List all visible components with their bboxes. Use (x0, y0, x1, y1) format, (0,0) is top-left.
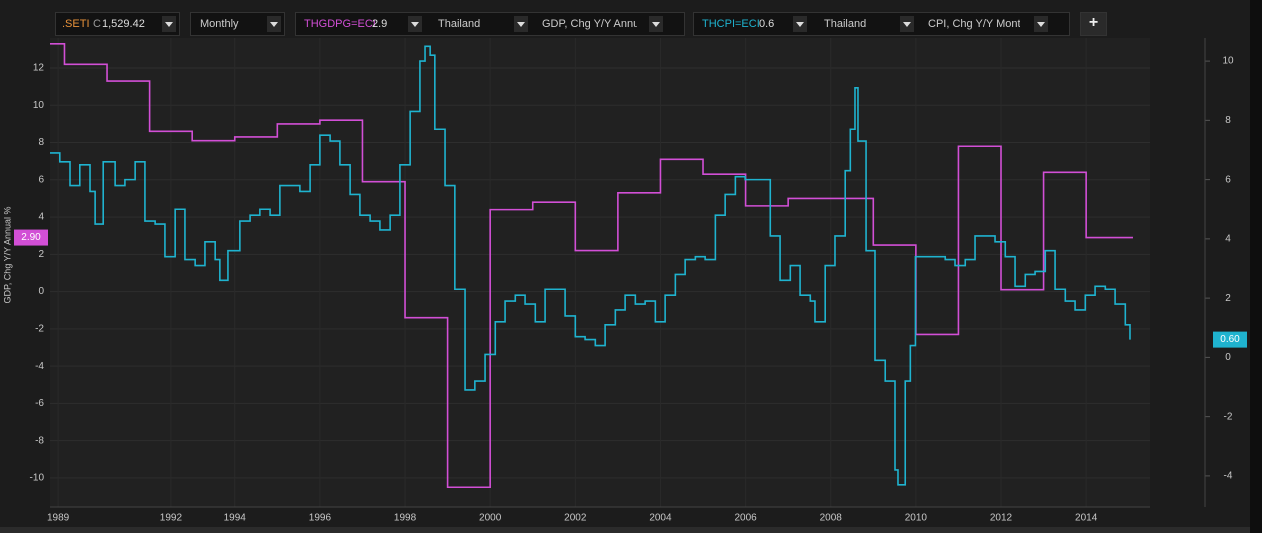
y2-tick-label: 4 (1225, 234, 1231, 245)
dropdown[interactable] (649, 16, 663, 32)
series2-value: 0.6 (759, 18, 775, 30)
x-tick-label: 1989 (47, 513, 70, 524)
last-value-label: 0.60 (1220, 334, 1240, 345)
plot-area (50, 38, 1150, 507)
y2-tick-label: 0 (1225, 352, 1231, 363)
dropdown[interactable] (1034, 16, 1048, 32)
x-tick-label: 2010 (905, 513, 928, 524)
x-tick-label: 2004 (649, 513, 672, 524)
last-value-label: 2.90 (21, 232, 41, 243)
y-tick-label: -6 (35, 398, 44, 409)
x-tick-label: 1994 (224, 513, 247, 524)
y-axis-label: GDP, Chg Y/Y Annual % (2, 206, 12, 303)
y-tick-label: 4 (38, 212, 44, 223)
interval: Monthly (200, 18, 239, 30)
interval-box[interactable]: Monthly (190, 12, 285, 36)
series-line (50, 42, 1133, 489)
price: 1,529.42 (102, 18, 145, 30)
y2-tick-label: 10 (1222, 56, 1234, 67)
dropdown[interactable] (514, 16, 528, 32)
scrollbar (0, 527, 1250, 533)
dropdown[interactable] (793, 16, 807, 32)
x-tick-label: 2014 (1075, 513, 1098, 524)
add-button-label: + (1088, 14, 1099, 31)
series2-ric: THCPI=ECI (702, 18, 760, 30)
y-tick-label: 0 (38, 286, 44, 297)
x-tick-label: 2002 (564, 513, 587, 524)
x-tick-label: 1998 (394, 513, 417, 524)
price-prefix: C (93, 18, 101, 30)
series1-box[interactable]: THGDPG=ECI 2.9 Thailand GDP, Chg Y/Y Ann… (295, 12, 685, 36)
y2-tick-label: 6 (1225, 174, 1231, 185)
y-tick-label: 6 (38, 174, 44, 185)
y-tick-label: 2 (38, 249, 44, 260)
x-tick-label: 2012 (990, 513, 1013, 524)
y-tick-label: -4 (35, 361, 44, 372)
add-button[interactable]: + (1080, 12, 1107, 36)
y2-tick-label: 8 (1225, 115, 1231, 126)
side-panel (1250, 0, 1262, 533)
dropdown[interactable] (162, 16, 176, 32)
y-tick-label: 8 (38, 137, 44, 148)
series1-country: Thailand (438, 18, 481, 30)
y2-tick-label: 2 (1225, 293, 1231, 304)
x-tick-label: 2008 (820, 513, 843, 524)
y-tick-label: -8 (35, 435, 44, 446)
last-value-box (1213, 331, 1247, 348)
last-value-box (14, 229, 48, 246)
y-tick-label: -10 (30, 473, 45, 484)
series2-country: Thailand (824, 18, 867, 30)
y2-tick-label: -2 (1224, 411, 1233, 422)
dropdown[interactable] (267, 16, 281, 32)
series1-field: GDP, Chg Y/Y Annu (542, 18, 637, 30)
dropdown[interactable] (900, 16, 914, 32)
x-tick-label: 2000 (479, 513, 502, 524)
x-tick-label: 1996 (309, 513, 332, 524)
instrument: .SETI (62, 18, 90, 30)
y-tick-label: 10 (33, 100, 45, 111)
x-tick-label: 2006 (734, 513, 757, 524)
y-tick-label: 12 (33, 63, 45, 74)
series1-ric: THGDPG=ECI (304, 18, 376, 30)
series2-box[interactable]: THCPI=ECI 0.6 Thailand CPI, Chg Y/Y Mont… (693, 12, 1070, 36)
dropdown[interactable] (408, 16, 422, 32)
series-line (50, 45, 1131, 486)
series2-field: CPI, Chg Y/Y Month (928, 18, 1020, 30)
instrument-box[interactable]: .SETI C 1,529.42 (55, 12, 180, 36)
series1-value: 2.9 (372, 18, 388, 30)
x-tick-label: 1992 (160, 513, 183, 524)
y-tick-label: -2 (35, 324, 44, 335)
y2-tick-label: -4 (1224, 471, 1233, 482)
